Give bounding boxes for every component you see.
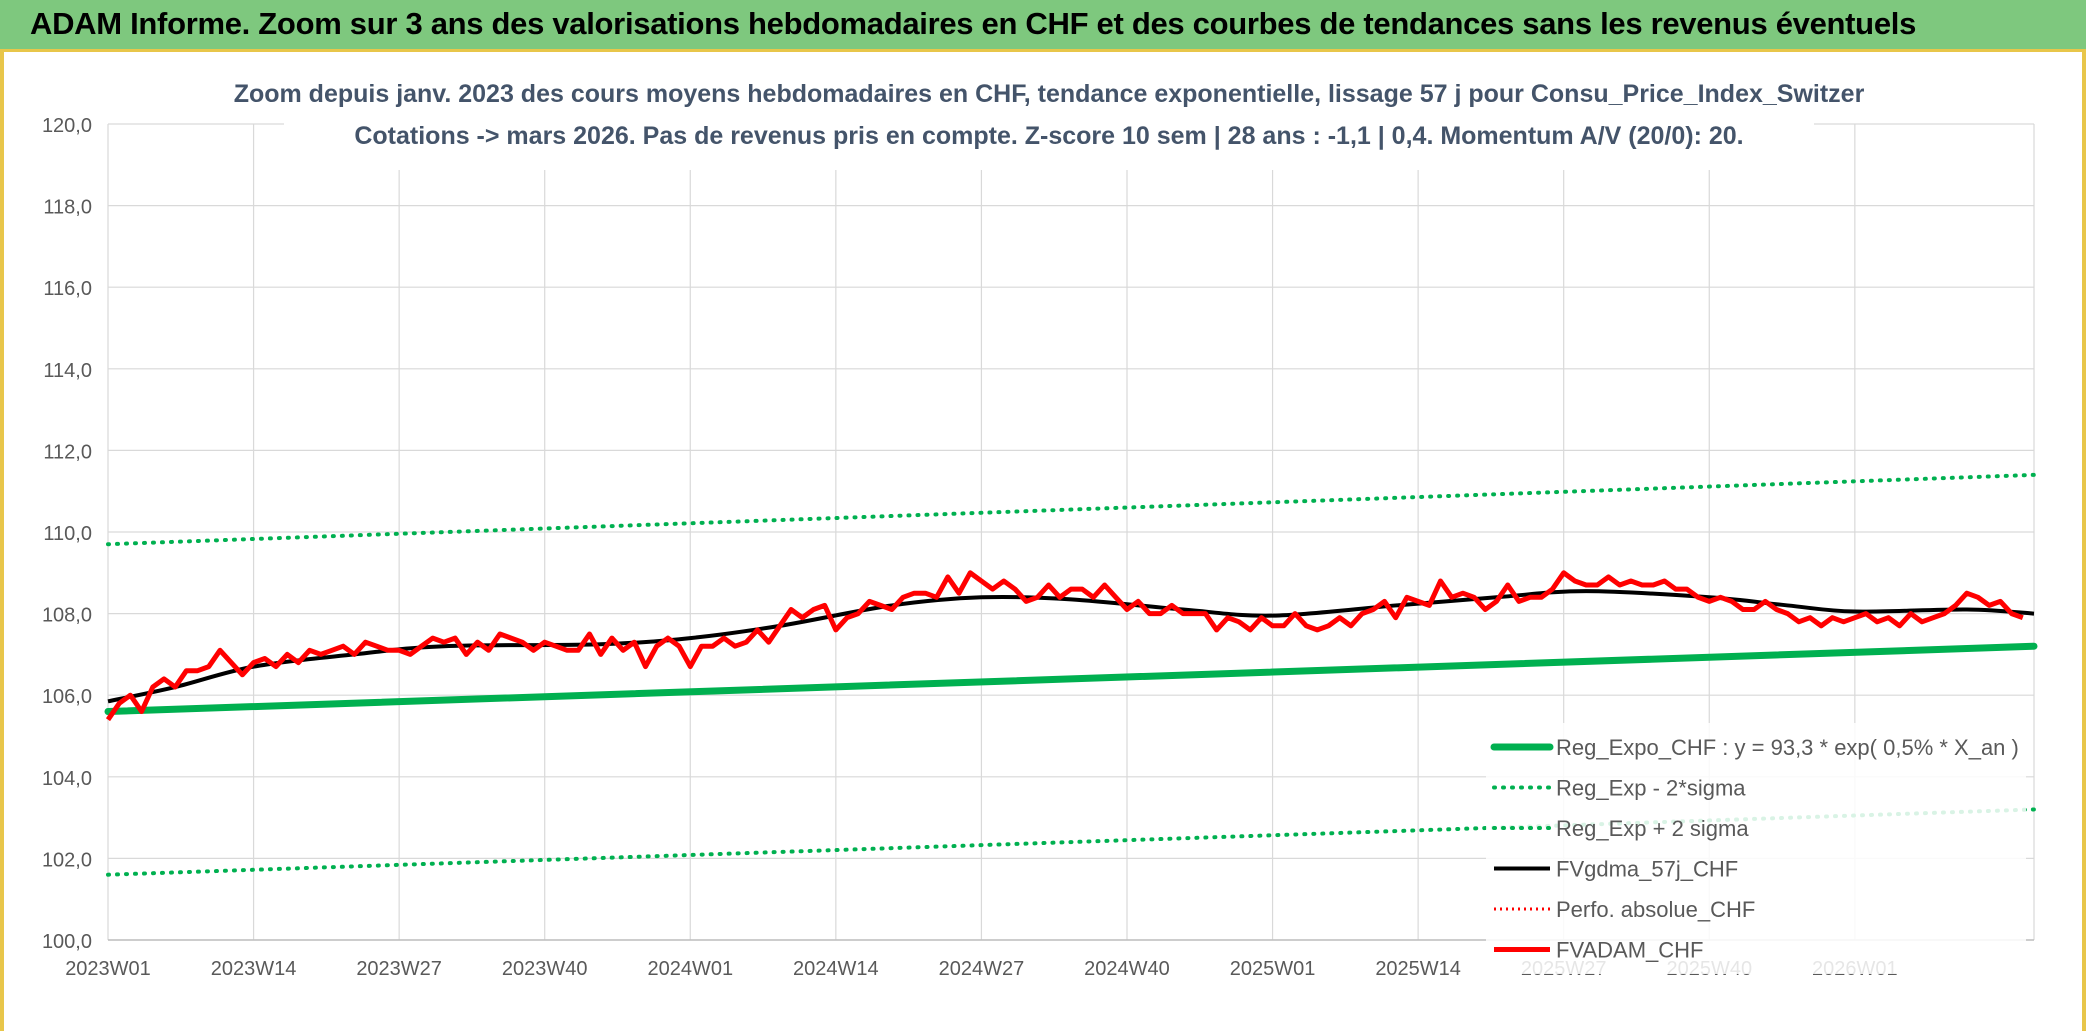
chart-frame: 100,0 102,0 104,0 106,0 108,0 110,0 112,0 114,0… bbox=[0, 52, 2086, 1031]
y-tick-label: 110,0 bbox=[43, 523, 92, 545]
x-tick-label: 2024W01 bbox=[647, 958, 733, 980]
y-tick-label: 102,0 bbox=[42, 849, 92, 871]
legend-label-gdma: FVgdma_57j_CHF bbox=[1556, 857, 1738, 882]
chart-titles: Zoom depuis janv. 2023 des cours moyens … bbox=[234, 60, 1865, 170]
y-axis-ticks: 100,0 102,0 104,0 106,0 108,0 110,0 112,0 114,0… bbox=[42, 115, 92, 953]
y-tick-label: 100,0 bbox=[42, 931, 92, 953]
x-tick-label: 2024W40 bbox=[1084, 958, 1170, 980]
report-title: ADAM Informe. Zoom sur 3 ans des valoris… bbox=[30, 6, 1917, 41]
chart-subtitle: Cotations -> mars 2026. Pas de revenus p… bbox=[354, 122, 1743, 150]
series-line-band_high bbox=[106, 472, 2036, 547]
x-tick-label: 2024W27 bbox=[939, 958, 1025, 980]
chart-legend: Reg_Expo_CHF : y = 93,3 * exp( 0,5% * X_… bbox=[1486, 723, 2026, 974]
x-tick-label: 2025W14 bbox=[1375, 958, 1461, 980]
legend-label-reg_expo: Reg_Expo_CHF : y = 93,3 * exp( 0,5% * X_… bbox=[1556, 735, 2019, 760]
legend-label-band_low: Reg_Exp - 2*sigma bbox=[1556, 776, 1746, 801]
series-line-reg_expo bbox=[104, 642, 2038, 716]
legend-label-fvadam: FVADAM_CHF bbox=[1556, 938, 1704, 963]
x-tick-label: 2023W14 bbox=[211, 958, 297, 980]
x-tick-label: 2024W14 bbox=[793, 958, 879, 980]
legend-label-perfo: Perfo. absolue_CHF bbox=[1556, 897, 1755, 922]
legend-backdrop bbox=[1486, 723, 2026, 974]
chart-title: Zoom depuis janv. 2023 des cours moyens … bbox=[234, 80, 1865, 108]
chart-series bbox=[104, 472, 2038, 877]
y-tick-label: 120,0 bbox=[42, 115, 92, 137]
y-tick-label: 114,0 bbox=[43, 360, 92, 382]
x-tick-label: 2023W40 bbox=[502, 958, 588, 980]
report-banner: ADAM Informe. Zoom sur 3 ans des valoris… bbox=[0, 0, 2086, 52]
x-tick-label: 2025W01 bbox=[1230, 958, 1316, 980]
x-tick-label: 2023W01 bbox=[65, 958, 151, 980]
series-line-fvadam bbox=[105, 570, 2024, 722]
y-tick-label: 116,0 bbox=[43, 278, 92, 300]
y-tick-label: 104,0 bbox=[42, 768, 92, 790]
y-tick-label: 112,0 bbox=[43, 441, 92, 463]
series-line-band_low bbox=[106, 807, 2036, 877]
y-tick-label: 108,0 bbox=[42, 605, 92, 627]
x-tick-label: 2023W27 bbox=[356, 958, 442, 980]
y-tick-label: 106,0 bbox=[42, 686, 92, 708]
legend-label-band_high: Reg_Exp + 2 sigma bbox=[1556, 816, 1749, 841]
y-tick-label: 118,0 bbox=[43, 197, 92, 219]
title-backdrop bbox=[284, 60, 1814, 170]
trend-chart: 100,0 102,0 104,0 106,0 108,0 110,0 112,0 114,0… bbox=[42, 60, 2038, 980]
